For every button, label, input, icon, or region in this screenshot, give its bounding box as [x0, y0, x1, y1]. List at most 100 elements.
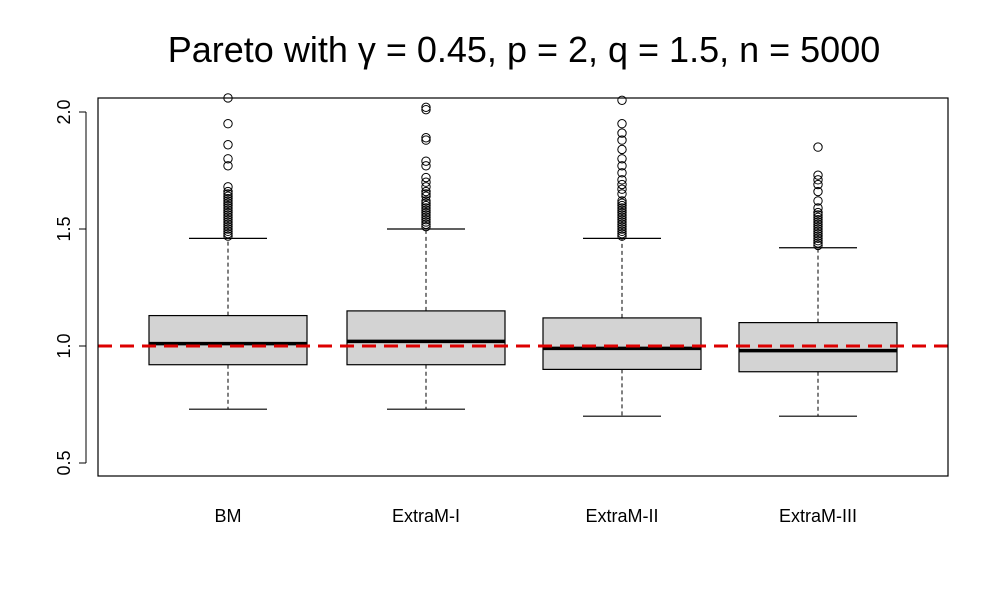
box-group-bm	[148, 93, 308, 410]
outlier-point	[223, 228, 233, 239]
outlier-point	[617, 189, 627, 199]
outlier-point	[617, 175, 627, 185]
outlier-point	[617, 203, 627, 213]
outlier-point	[617, 210, 627, 220]
outlier-point	[223, 221, 233, 232]
outlier-point	[617, 198, 627, 208]
outlier-point	[813, 196, 823, 206]
outlier-point	[421, 210, 431, 220]
outlier-point	[813, 214, 823, 225]
outlier-point	[813, 170, 823, 180]
outlier-point	[813, 236, 823, 246]
outlier-point	[617, 219, 627, 230]
outlier-point	[421, 207, 431, 218]
box-iqr	[542, 317, 702, 371]
outlier-point	[617, 119, 627, 129]
outlier-point	[617, 196, 627, 206]
outlier-point	[617, 95, 627, 106]
x-tick-label: ExtraM-III	[779, 506, 857, 526]
outlier-point	[223, 231, 233, 241]
outlier-point	[813, 212, 823, 223]
outlier-point	[813, 203, 823, 213]
outlier-point	[421, 198, 431, 208]
outlier-point	[421, 221, 431, 232]
outlier-point	[421, 219, 431, 230]
outlier-point	[813, 179, 823, 190]
chart-title: Pareto with γ = 0.45, p = 2, q = 1.5, n …	[168, 29, 881, 70]
box-group-extram-ii	[542, 95, 702, 417]
outlier-point	[813, 175, 823, 185]
outlier-point	[421, 102, 431, 113]
outlier-point	[421, 200, 431, 211]
outlier-point	[421, 214, 431, 225]
outlier-point	[813, 207, 823, 218]
outlier-point	[421, 212, 431, 223]
outlier-point	[813, 142, 823, 152]
outlier-point	[421, 133, 431, 143]
plot-frame	[97, 97, 949, 477]
outlier-point	[617, 221, 627, 232]
outlier-point	[223, 200, 233, 211]
outlier-point	[223, 203, 233, 213]
y-tick-label: 2.0	[54, 99, 74, 124]
outlier-point	[421, 205, 431, 215]
x-tick-label: ExtraM-I	[392, 506, 460, 526]
y-tick-label: 1.0	[54, 333, 74, 358]
outlier-point	[813, 224, 823, 234]
outlier-point	[617, 207, 627, 218]
outlier-point	[223, 191, 233, 201]
outlier-point	[421, 196, 431, 206]
outlier-point	[617, 135, 627, 145]
y-tick-label: 1.5	[54, 216, 74, 241]
outlier-point	[421, 182, 431, 192]
outlier-point	[223, 119, 233, 129]
outlier-point	[223, 198, 233, 208]
outlier-point	[813, 233, 823, 244]
outlier-point	[223, 207, 233, 218]
plot-area: 0.5 1.0 1.5 2.0 BM ExtraM-I ExtraM-II ExtraM-II…	[54, 93, 949, 526]
outlier-point	[223, 219, 233, 230]
outlier-point	[813, 210, 823, 220]
outlier-point	[617, 212, 627, 223]
outlier-point	[617, 128, 627, 138]
outlier-point	[813, 219, 823, 230]
outlier-point	[421, 217, 431, 227]
box-group-extram-i	[346, 102, 506, 410]
outlier-point	[617, 226, 627, 237]
outlier-point	[617, 161, 627, 171]
outlier-point	[617, 154, 627, 164]
outlier-point	[617, 179, 627, 190]
box-iqr	[346, 310, 506, 366]
outlier-point	[617, 228, 627, 239]
outlier-point	[421, 104, 431, 115]
outlier-point	[223, 193, 233, 204]
outlier-point	[223, 226, 233, 237]
y-tick-label: 0.5	[54, 450, 74, 475]
outlier-point	[813, 240, 823, 251]
outlier-point	[813, 226, 823, 237]
outlier-point	[617, 217, 627, 227]
outlier-point	[813, 238, 823, 248]
outlier-point	[223, 214, 233, 225]
x-tick-label: BM	[215, 506, 242, 526]
outlier-point	[223, 161, 233, 171]
outlier-point	[421, 161, 431, 171]
box-group-extram-iii	[738, 142, 898, 417]
outlier-point	[421, 203, 431, 213]
box-iqr	[148, 314, 308, 366]
outlier-point	[617, 200, 627, 211]
outlier-point	[223, 182, 233, 192]
outlier-point	[617, 205, 627, 215]
outlier-point	[617, 184, 627, 194]
outlier-point	[617, 224, 627, 234]
outlier-point	[223, 154, 233, 164]
outlier-point	[421, 135, 431, 145]
outlier-point	[617, 214, 627, 225]
outlier-point	[223, 212, 233, 223]
outlier-point	[223, 196, 233, 206]
x-tick-label: ExtraM-II	[585, 506, 658, 526]
outlier-point	[813, 217, 823, 227]
outlier-point	[813, 228, 823, 239]
